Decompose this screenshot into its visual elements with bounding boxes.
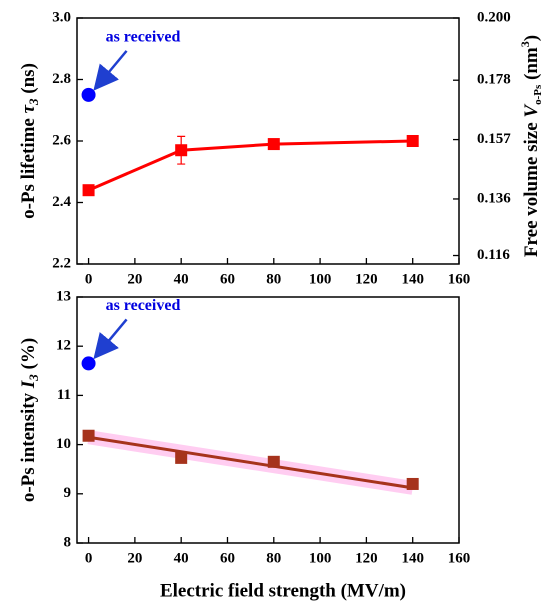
annotation-arrow <box>93 318 128 360</box>
y-tick-label: 9 <box>64 485 72 501</box>
x-tick-label: 60 <box>220 550 235 566</box>
label-part: (ns) <box>18 63 39 98</box>
annotation: as received <box>106 29 181 46</box>
label-part: Free volume size <box>521 118 542 257</box>
fit-line <box>88 435 413 490</box>
label-part: 3 <box>518 41 532 47</box>
reference-point <box>81 87 96 102</box>
x-tick-label: 20 <box>127 271 142 287</box>
marker <box>82 429 95 442</box>
y-tick-label: 2.4 <box>52 194 71 210</box>
y2-tick-label: 0.116 <box>477 247 510 263</box>
marker <box>406 477 419 490</box>
x-tick-label: 160 <box>448 271 471 287</box>
y-tick-label: 2.6 <box>52 132 71 148</box>
label-part: o-Ps intensity <box>18 388 39 502</box>
x-tick-label: 40 <box>174 550 189 566</box>
x-tick-label: 40 <box>174 271 189 287</box>
x-tick-label: 100 <box>309 271 332 287</box>
marker <box>267 455 280 468</box>
x-tick-label: 140 <box>401 271 424 287</box>
x-tick-label: 160 <box>448 550 471 566</box>
label-part: V <box>521 104 542 118</box>
marker <box>406 135 419 147</box>
y-tick-label: 11 <box>57 387 71 403</box>
reference-point <box>81 356 96 371</box>
label-part: o-Ps <box>532 84 544 105</box>
annotation: as received <box>106 297 181 314</box>
x-tick-label: 100 <box>309 550 332 566</box>
plot-frame <box>76 296 460 544</box>
y2-tick-label: 0.200 <box>477 9 511 25</box>
label-part: (nm <box>521 47 542 85</box>
y-tick-label: 2.8 <box>52 71 71 87</box>
y-label: o-Ps intensity I3 (%) <box>18 338 41 502</box>
x-tick-label: 0 <box>85 271 93 287</box>
y2-tick-label: 0.136 <box>477 190 511 206</box>
y2-tick-label: 0.178 <box>477 72 511 88</box>
x-tick-label: 140 <box>401 550 424 566</box>
marker <box>175 144 188 157</box>
x-tick-label: 20 <box>127 550 142 566</box>
y-label: o-Ps lifetime τ3 (ns) <box>18 63 41 219</box>
annotation-arrow <box>93 50 128 91</box>
y2-tick-label: 0.157 <box>477 131 511 147</box>
marker <box>267 138 280 151</box>
y2-label: Free volume size Vo-Ps (nm3) <box>518 35 544 257</box>
label-part: τ <box>18 104 39 113</box>
x-tick-label: 80 <box>266 271 281 287</box>
marker <box>82 184 95 197</box>
x-tick-label: 120 <box>355 271 378 287</box>
label-part: 3 <box>26 374 41 382</box>
x-tick-label: 120 <box>355 550 378 566</box>
series-line <box>87 139 413 192</box>
y-tick-label: 13 <box>56 288 71 304</box>
x-tick-label: 0 <box>85 550 93 566</box>
label-part: 3 <box>26 98 41 106</box>
y-tick-label: 8 <box>64 534 72 550</box>
label-part: ) <box>521 35 542 41</box>
label-part: (%) <box>18 338 39 374</box>
y-tick-label: 12 <box>56 338 71 354</box>
label-part: o-Ps lifetime <box>18 113 39 219</box>
marker <box>175 451 188 464</box>
y-tick-label: 10 <box>56 436 71 452</box>
x-axis-title: Electric field strength (MV/m) <box>160 580 406 601</box>
x-tick-label: 60 <box>220 271 235 287</box>
x-tick-label: 80 <box>266 550 281 566</box>
y-tick-label: 3.0 <box>52 9 71 25</box>
y-tick-label: 2.2 <box>52 255 71 271</box>
label-part: I <box>18 380 39 389</box>
